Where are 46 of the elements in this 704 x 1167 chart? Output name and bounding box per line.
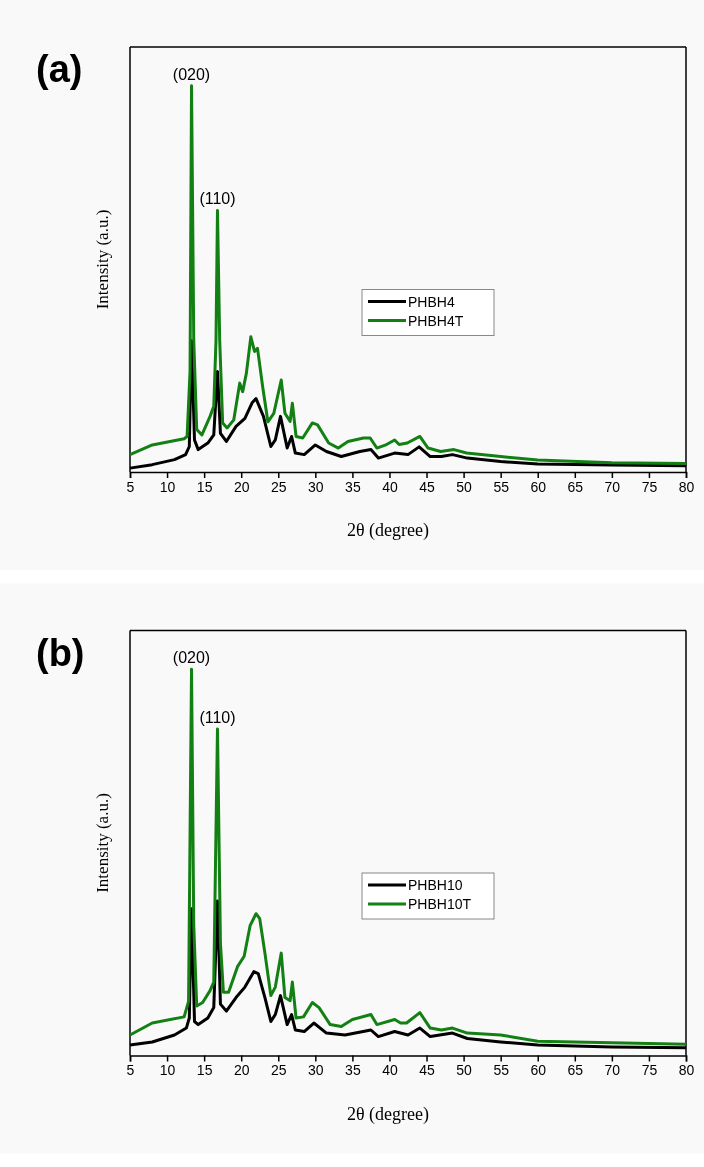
x-tick-label: 45 xyxy=(419,478,436,495)
x-tick-label: 75 xyxy=(641,478,658,495)
x-tick-label: 25 xyxy=(270,1062,287,1079)
text: (020) xyxy=(172,649,211,667)
x-tick-label: 60 xyxy=(530,478,547,495)
x-tick-label: 75 xyxy=(641,1062,658,1079)
x-tick-label: 5 xyxy=(126,478,135,495)
x-tick-label: 15 xyxy=(196,1062,213,1079)
chart-title: (a) xyxy=(36,48,83,90)
legend-label: PHBH4T xyxy=(408,312,464,329)
x-tick-label: 55 xyxy=(493,478,510,495)
x-tick-label: 60 xyxy=(530,1062,547,1079)
legend-label: PHBH10 xyxy=(408,877,463,893)
legend-label: PHBH4 xyxy=(408,293,455,310)
x-tick-label: 50 xyxy=(456,478,473,495)
y-axis-title: Intensity (a.u.) xyxy=(93,793,112,893)
x-tick-label: 50 xyxy=(456,1062,473,1079)
x-tick-label: 70 xyxy=(604,1062,621,1079)
x-tick-label: 35 xyxy=(345,1062,361,1079)
x-tick-label: 70 xyxy=(604,478,621,495)
x-tick-label: 30 xyxy=(308,478,324,495)
annotation: (110) xyxy=(199,709,236,727)
x-tick-label: 65 xyxy=(567,1062,584,1079)
chart-title: (b) xyxy=(36,631,85,674)
annotation: (110) xyxy=(199,190,236,208)
x-tick-label: 80 xyxy=(678,1062,695,1079)
x-tick-label: 35 xyxy=(345,478,361,495)
x-tick-label: 15 xyxy=(196,478,213,495)
x-tick-label: 40 xyxy=(382,478,398,495)
x-tick-label: 40 xyxy=(382,1062,398,1079)
x-tick-label: 10 xyxy=(159,478,176,495)
x-tick-label: 5 xyxy=(126,1062,135,1079)
x-tick-label: 25 xyxy=(270,478,287,495)
x-tick-label: 65 xyxy=(567,478,584,495)
x-tick-label: 45 xyxy=(419,1062,436,1079)
x-tick-label: 55 xyxy=(493,1062,510,1079)
x-tick-label: 30 xyxy=(308,1062,324,1079)
x-tick-label: 80 xyxy=(678,478,695,495)
x-tick-label: 20 xyxy=(233,478,250,495)
y-axis-title: Intensity (a.u.) xyxy=(93,209,112,310)
text: (020) xyxy=(172,65,211,83)
x-axis-title: 2θ (degree) xyxy=(346,1103,430,1125)
x-tick-label: 10 xyxy=(159,1062,176,1079)
x-tick-label: 20 xyxy=(233,1062,250,1079)
legend-label: PHBH10T xyxy=(408,896,472,912)
x-axis-title: 2θ (degree) xyxy=(346,520,430,541)
